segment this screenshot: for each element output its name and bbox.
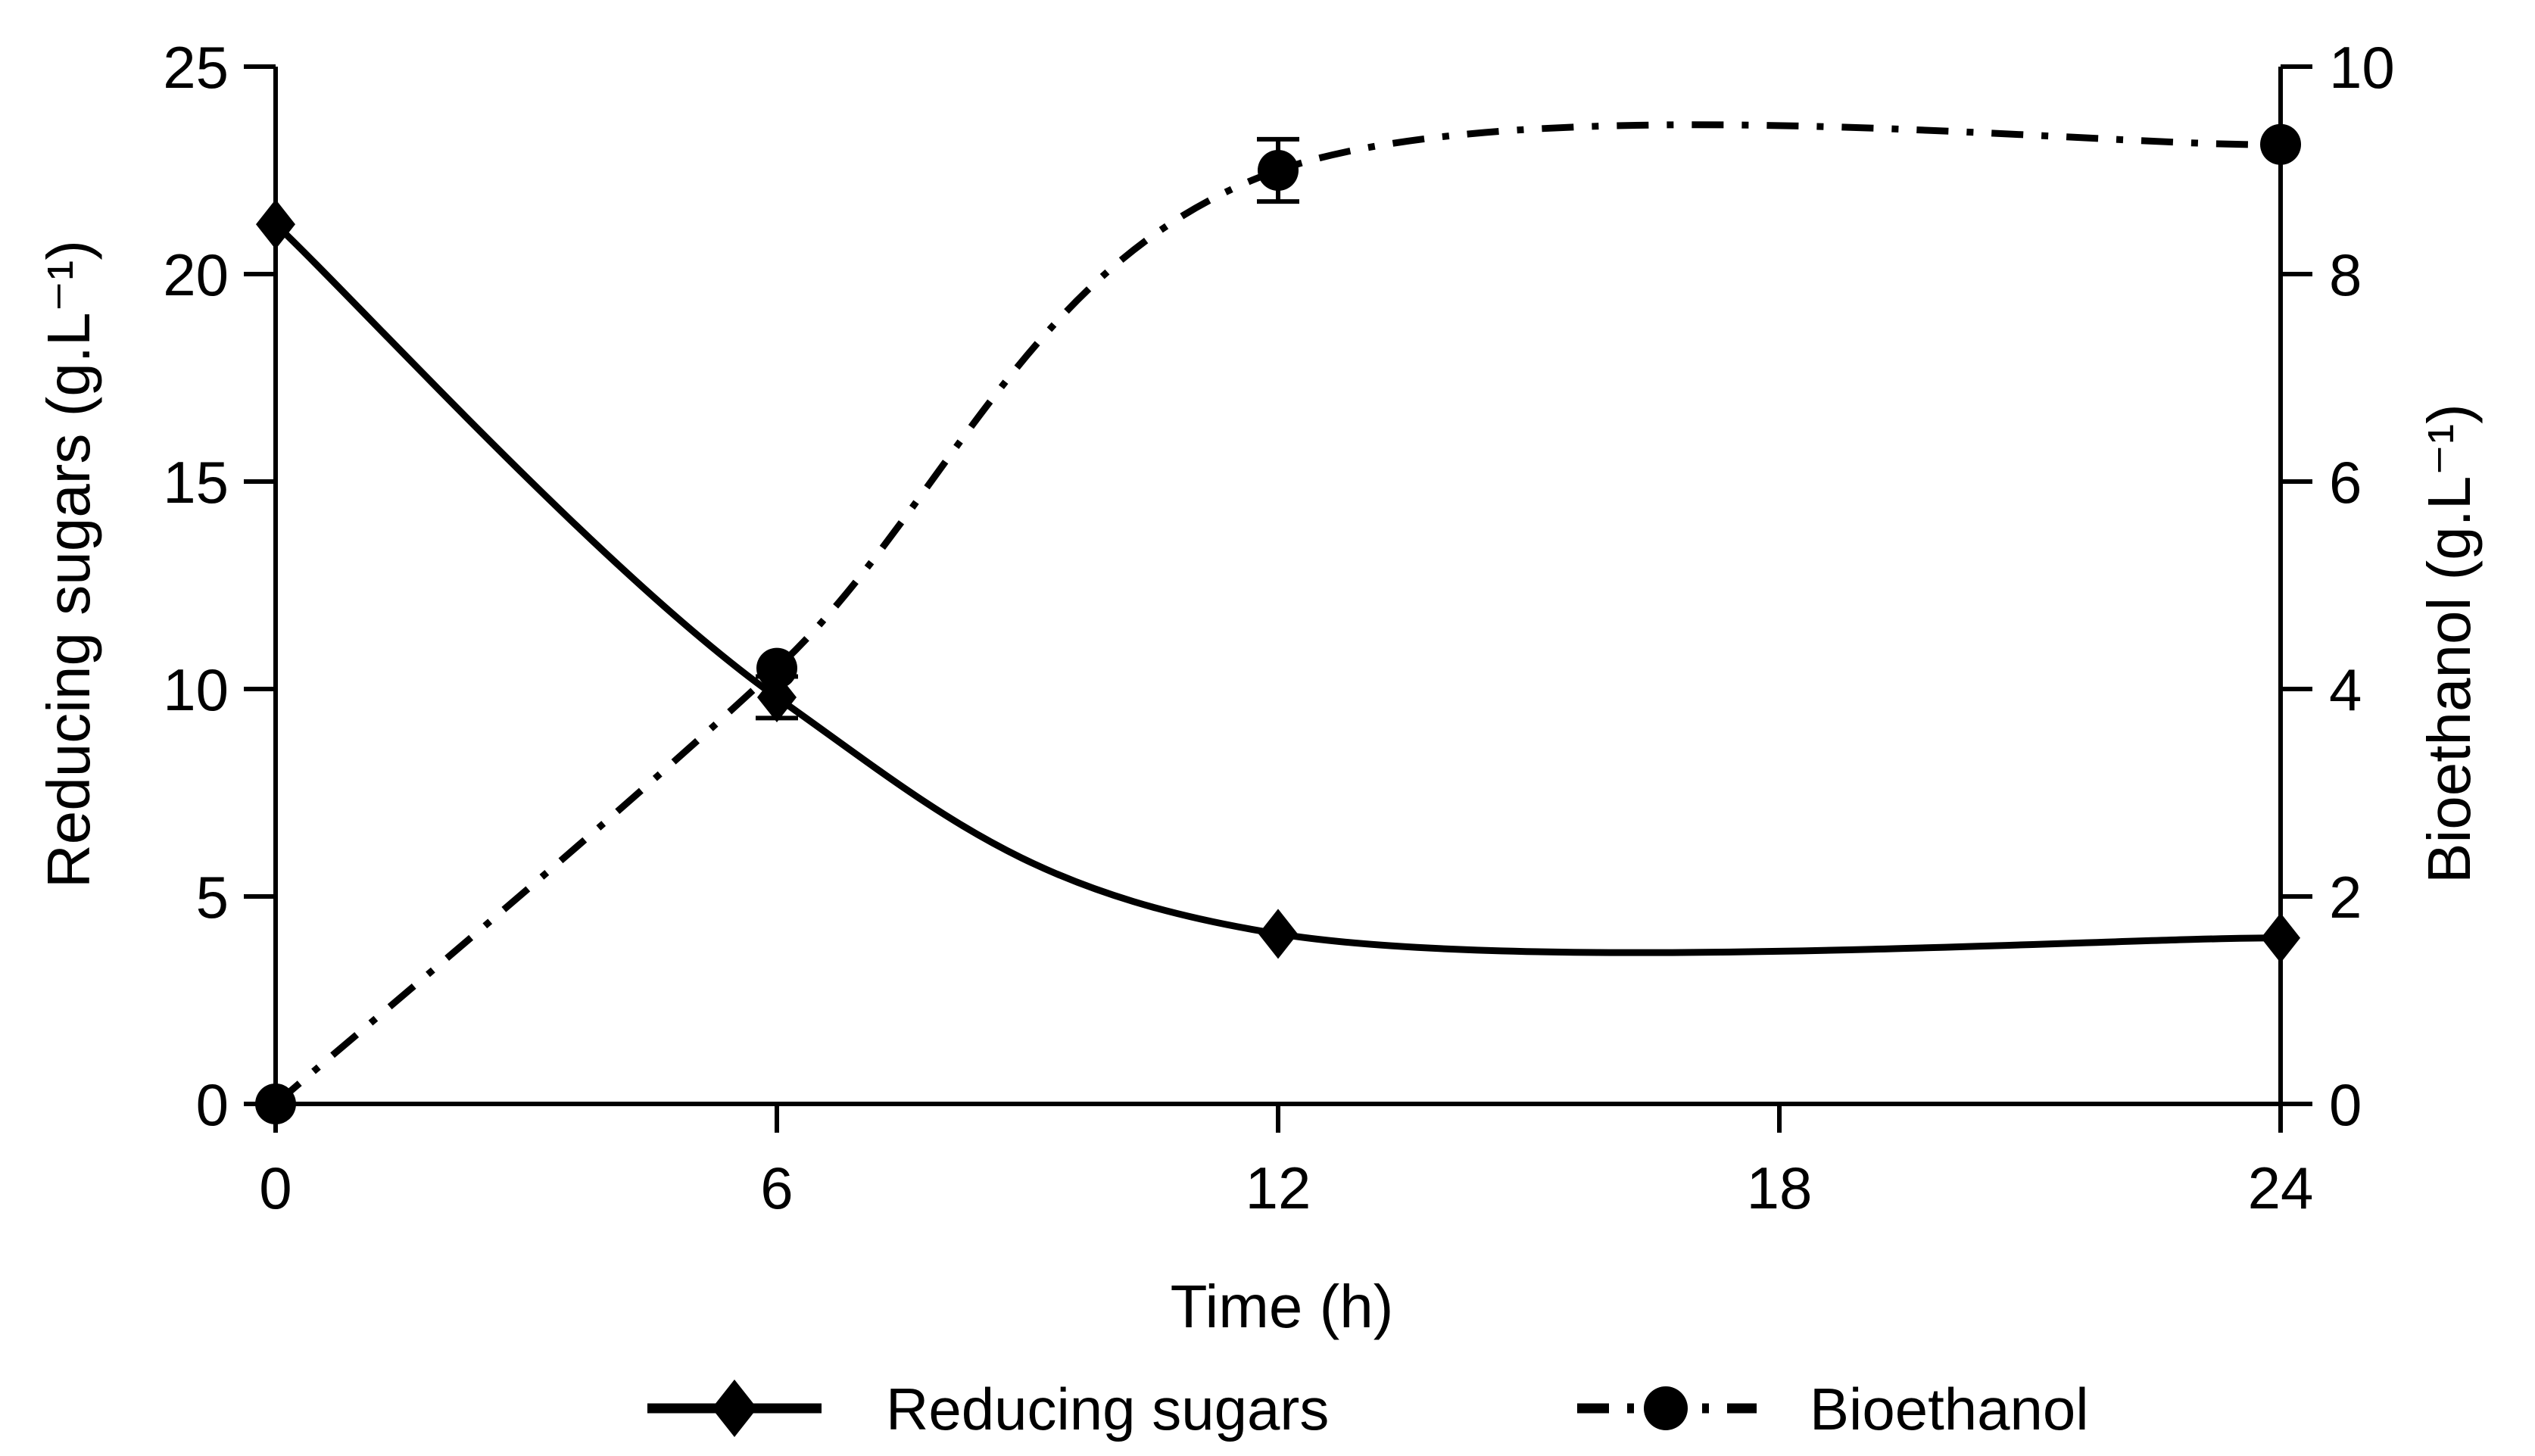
y-axis-left-title: Reducing sugars (g.L⁻¹) [35,240,102,888]
y-left-tick-label: 5 [196,864,229,931]
y-left-tick-label: 0 [196,1071,229,1138]
y-left-tick-label: 10 [163,656,229,723]
x-tick-label: 0 [259,1155,292,1221]
tick-marks [244,64,2312,1133]
marker-circle-bioethanol [2260,123,2301,165]
y-left-tick-label: 15 [163,449,229,516]
marker-diamond-reducing-sugars [1258,909,1298,959]
marker-circle-bioethanol [1258,150,1299,191]
y-right-tick-label: 6 [2329,449,2362,516]
marker-circle-bioethanol [756,647,797,689]
y-right-tick-label: 2 [2329,864,2362,931]
series-curves [273,121,2281,1107]
y-left-tick-label: 25 [163,34,229,101]
legend: Reducing sugars Bioethanol [647,1376,2089,1442]
legend-diamond-icon [712,1380,757,1437]
legend-label-bioethanol: Bioethanol [1810,1376,2089,1442]
y-right-tick-label: 0 [2329,1071,2362,1138]
marker-circle-bioethanol [255,1083,296,1124]
curve-reducing-sugars [273,221,2281,956]
x-tick-label: 18 [1747,1155,1813,1221]
legend-circle-icon [1644,1386,1688,1430]
legend-label-reducing-sugars: Reducing sugars [886,1376,1329,1442]
x-axis-title: Time (h) [1171,1273,1394,1340]
curve-bioethanol [273,121,2281,1107]
y-right-tick-label: 4 [2329,656,2362,723]
data-markers [255,123,2301,1124]
marker-diamond-reducing-sugars [2261,912,2300,963]
y-left-tick-label: 20 [163,242,229,308]
y-right-tick-label: 10 [2329,34,2395,101]
x-tick-label: 6 [760,1155,793,1221]
error-bars [756,136,1299,721]
y-axis-right-title: Bioethanol (g.L⁻¹) [2415,404,2483,884]
x-tick-label: 12 [1246,1155,1311,1221]
x-tick-label: 24 [2248,1155,2314,1221]
marker-diamond-reducing-sugars [256,199,295,250]
y-right-tick-label: 8 [2329,242,2362,308]
